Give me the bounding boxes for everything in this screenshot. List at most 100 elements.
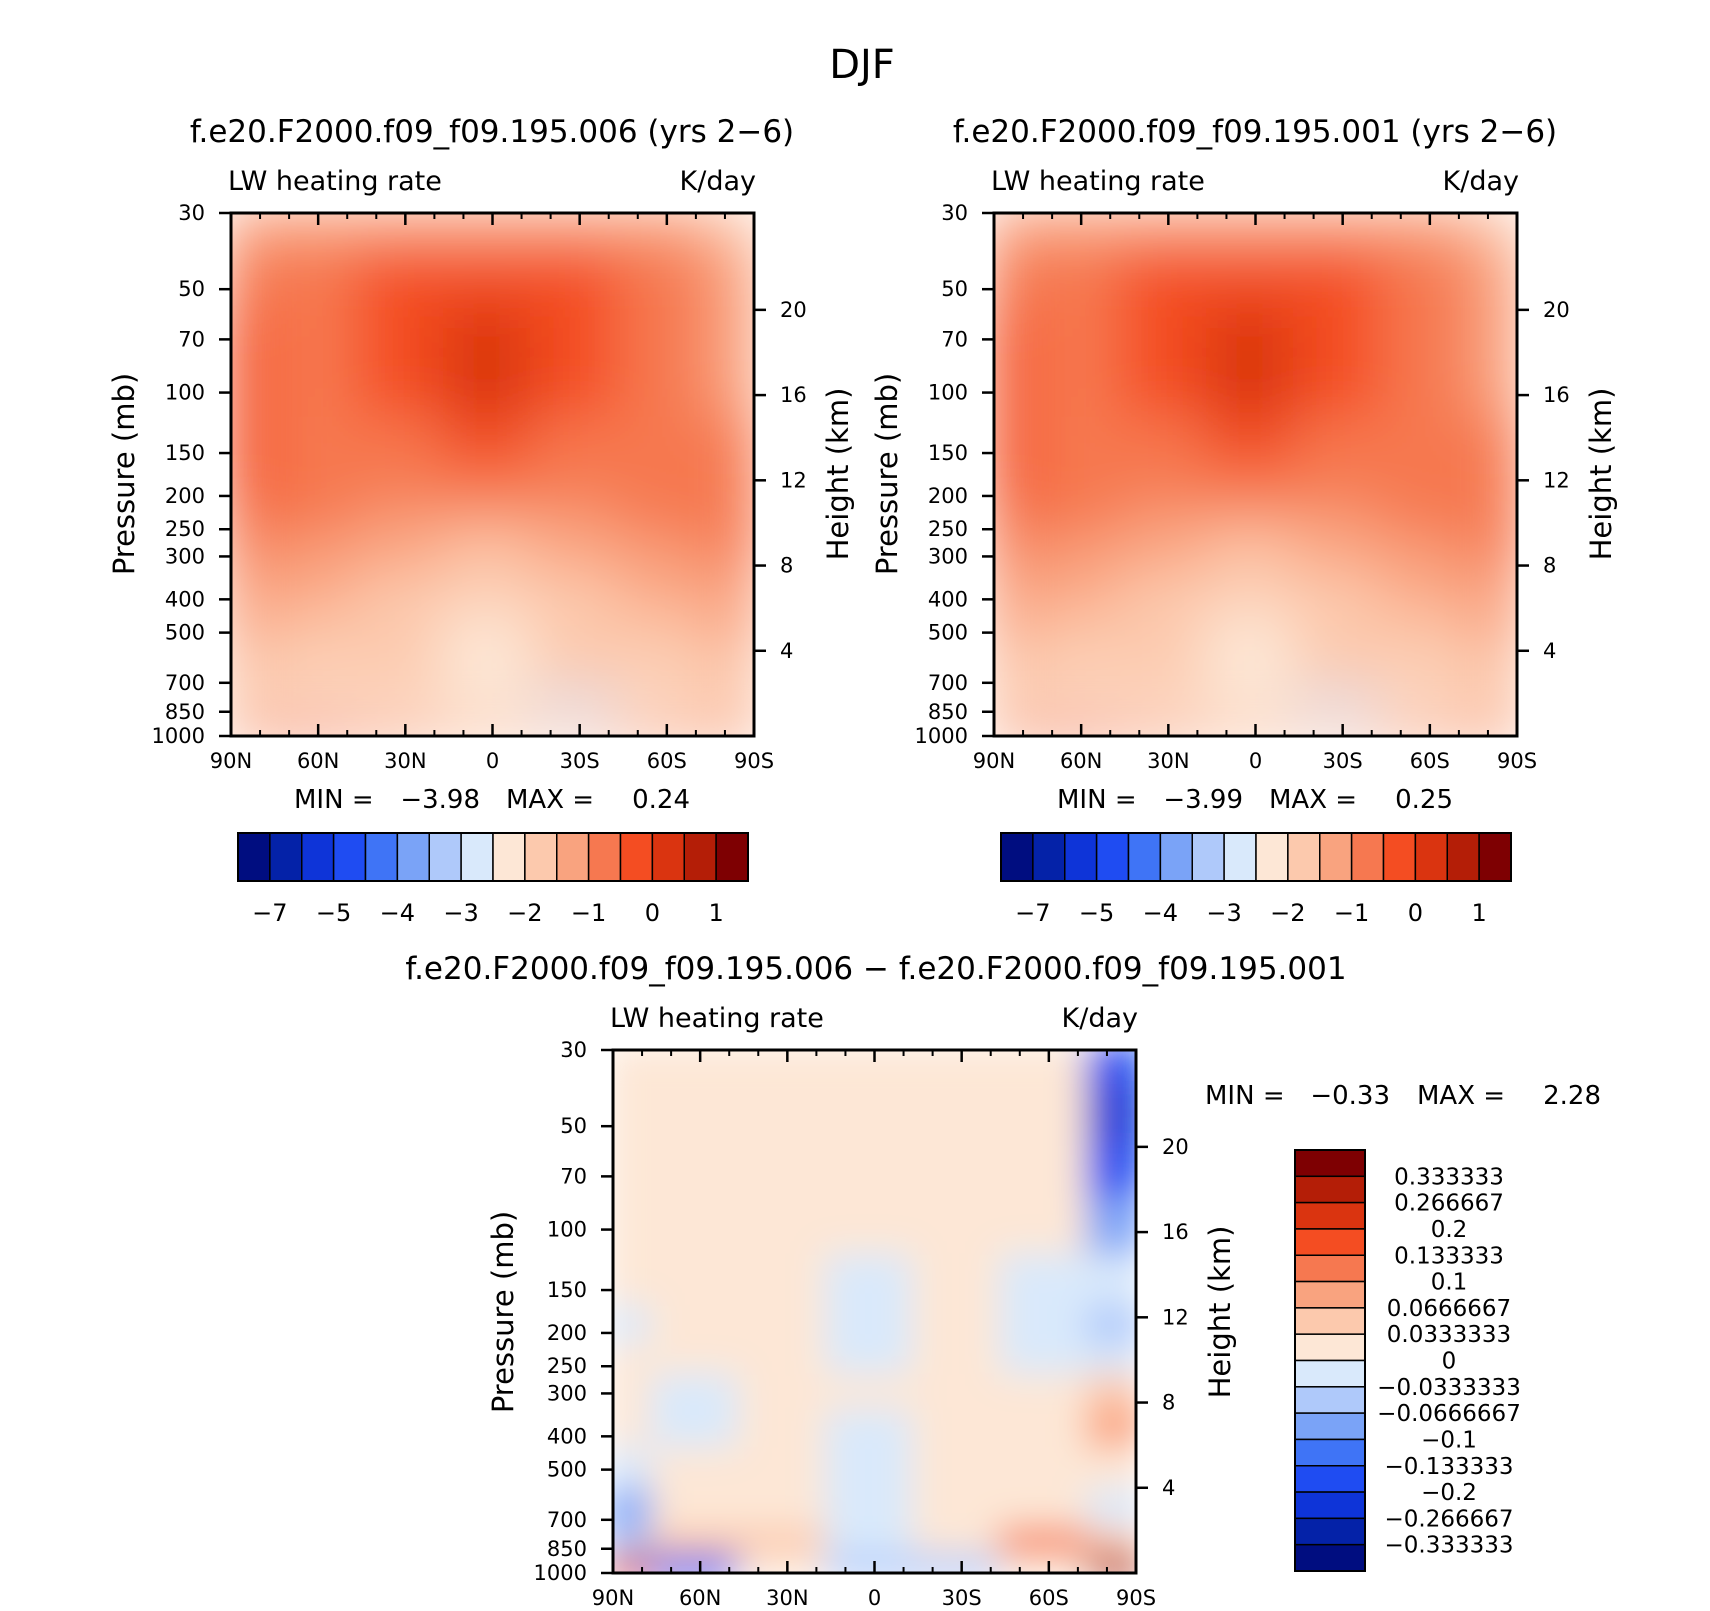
panel-1-max-value: 0.24	[632, 785, 690, 815]
x-tick-label: 60S	[1410, 749, 1450, 773]
y2-tick-label: 8	[780, 554, 793, 578]
colorbar-label: −5	[316, 899, 351, 927]
y-tick-label: 70	[560, 1164, 587, 1188]
colorbar-box	[683, 832, 717, 882]
colorbar-box	[364, 832, 399, 882]
colorbar-box	[1064, 832, 1098, 882]
figure-title: DJF	[829, 42, 895, 88]
colorbar-label: 0.0666667	[1387, 1296, 1511, 1322]
contour-cell	[442, 245, 543, 321]
contour-cell	[355, 245, 455, 321]
panel-1-min-label: MIN =	[294, 785, 374, 815]
y-tick-label: 30	[560, 1038, 587, 1062]
x-tick-label: 90S	[734, 749, 774, 773]
y2-tick-label: 4	[1162, 1476, 1175, 1500]
colorbar-label: 0	[1408, 899, 1423, 927]
colorbar-label: −1	[571, 899, 606, 927]
x-tick-label: 30S	[942, 1586, 982, 1610]
panel-3-variable-label: LW heating rate	[610, 1003, 824, 1034]
colorbar-box	[1191, 832, 1225, 882]
colorbar-label: −0.2	[1421, 1480, 1477, 1506]
x-tick-label: 60N	[679, 1586, 721, 1610]
contour-cell	[231, 717, 281, 736]
colorbar-label: 1	[1471, 899, 1486, 927]
panel-2: f.e20.F2000.f09_f09.195.001 (yrs 2−6) LW…	[870, 114, 1618, 927]
y-tick-label: 500	[547, 1458, 587, 1482]
panel-2-units-label: K/day	[1443, 166, 1519, 197]
y-tick-label: 150	[547, 1278, 587, 1302]
colorbar-box	[1446, 832, 1480, 882]
x-tick-label: 60N	[297, 749, 339, 773]
panel-1: f.e20.F2000.f09_f09.195.006 (yrs 2−6) LW…	[107, 114, 855, 927]
colorbar-label: −0.1	[1421, 1427, 1477, 1453]
y-tick-label: 200	[928, 484, 968, 508]
contour-cell	[824, 1082, 925, 1158]
panel-1-ylabel: Pressure (mb)	[107, 373, 141, 575]
colorbar-frame	[237, 832, 749, 882]
y2-tick-label: 16	[1543, 383, 1570, 407]
y-tick-label: 50	[560, 1114, 587, 1138]
y2-tick-label: 12	[780, 468, 807, 492]
colorbar-label: 0.333333	[1394, 1164, 1504, 1190]
colorbar-label: 0.266667	[1394, 1191, 1504, 1217]
colorbar-box	[332, 832, 367, 882]
x-tick-label: 30N	[766, 1586, 808, 1610]
y2-tick-label: 8	[1162, 1391, 1175, 1415]
contour-cell	[704, 245, 754, 321]
contour-cell	[613, 1554, 663, 1573]
contour-cell	[1467, 717, 1517, 736]
colorbar-box	[1294, 1149, 1366, 1178]
y-tick-label: 700	[165, 671, 205, 695]
y-tick-label: 250	[928, 517, 968, 541]
colorbar-label: 0.1	[1431, 1270, 1468, 1296]
colorbar-box	[1294, 1333, 1366, 1362]
colorbar-box	[1294, 1517, 1366, 1546]
panel-2-ylabel: Pressure (mb)	[870, 373, 904, 575]
panel-1-units-label: K/day	[680, 166, 756, 197]
colorbar-box	[556, 832, 590, 882]
colorbar-box	[1414, 832, 1448, 882]
colorbar-frame	[1294, 1149, 1366, 1572]
contour-cell	[650, 1082, 750, 1158]
panel-3-contour-field	[613, 1050, 1136, 1573]
colorbar-box	[428, 832, 462, 882]
colorbar-box	[1294, 1280, 1366, 1309]
x-tick-label: 30N	[1147, 749, 1189, 773]
contour-cell	[994, 717, 1044, 736]
colorbar-box	[1294, 1254, 1366, 1283]
colorbar-box	[237, 832, 271, 882]
y-tick-label: 100	[165, 381, 205, 405]
colorbar-box	[492, 832, 526, 882]
x-tick-label: 0	[868, 1586, 881, 1610]
colorbar-box	[1294, 1307, 1366, 1335]
x-tick-label: 90S	[1116, 1586, 1156, 1610]
colorbar-box	[1382, 832, 1417, 882]
colorbar-box	[715, 832, 749, 882]
y-tick-label: 70	[178, 327, 205, 351]
colorbar-label: −7	[1015, 899, 1050, 927]
colorbar-box	[1294, 1386, 1366, 1414]
y-tick-label: 300	[165, 544, 205, 568]
y-tick-label: 150	[928, 441, 968, 465]
panel-3-plot-area	[613, 1050, 1136, 1573]
colorbar-box	[1294, 1412, 1366, 1441]
y2-tick-label: 4	[780, 639, 793, 663]
colorbar-box	[1159, 832, 1193, 882]
panel-3-axes: 90N 60N 30N 0 30S 60S 90S 30 50 70 100 150 200 250 300…	[534, 1038, 1189, 1610]
y-tick-label: 200	[165, 484, 205, 508]
panel-1-min-value: −3.98	[400, 785, 480, 815]
panel-1-max-label: MAX =	[506, 785, 594, 815]
panel-1-contour-field	[231, 213, 754, 736]
colorbar-box	[1127, 832, 1162, 882]
colorbar-box	[460, 832, 494, 882]
colorbar-label: −5	[1079, 899, 1114, 927]
panel-1-title: f.e20.F2000.f09_f09.195.006 (yrs 2−6)	[190, 114, 794, 150]
y-tick-label: 50	[178, 277, 205, 301]
y-tick-label: 400	[928, 587, 968, 611]
panel-3-min-value: −0.33	[1310, 1081, 1390, 1111]
contour-cell	[1031, 245, 1131, 321]
y-tick-label: 70	[941, 327, 968, 351]
colorbar-label: −2	[1270, 899, 1305, 927]
colorbar-box	[1255, 832, 1289, 882]
